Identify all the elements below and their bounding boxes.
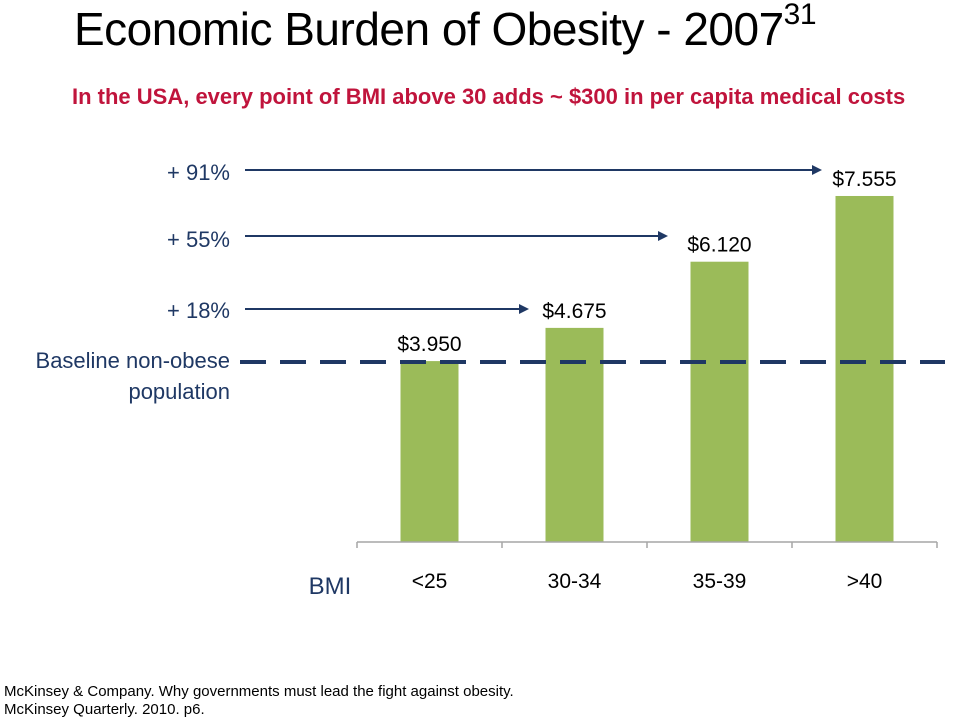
subtitle: In the USA, every point of BMI above 30 … — [72, 84, 906, 109]
footer-citation: McKinsey & Company. Why governments must… — [4, 683, 514, 719]
page-title: Economic Burden of Obesity - 200731 — [74, 0, 817, 56]
bar-4 — [835, 195, 894, 542]
x-tick-label-1: <25 — [412, 570, 448, 593]
label-plus-18: + 18% — [167, 298, 230, 323]
value-label-4: $7.555 — [832, 168, 896, 191]
x-tick-label-4: >40 — [847, 570, 883, 593]
value-label-1: $3.950 — [397, 333, 461, 356]
title-text: Economic Burden of Obesity - 2007 — [74, 3, 784, 55]
label-plus-55: + 55% — [167, 227, 230, 252]
label-plus-91: + 91% — [167, 160, 230, 185]
citation-line-2: McKinsey Quarterly. 2010. p6. — [4, 701, 205, 718]
value-label-3: $6.120 — [687, 234, 751, 257]
x-tick-label-2: 30-34 — [548, 570, 602, 593]
value-label-2: $4.675 — [542, 300, 606, 323]
citation-line-1: McKinsey & Company. Why governments must… — [4, 683, 514, 700]
title-superscript: 31 — [783, 0, 817, 31]
x-tick-label-3: 35-39 — [693, 570, 747, 593]
x-axis-label: BMI — [309, 573, 352, 600]
bar-1 — [400, 361, 459, 542]
bar-3 — [690, 261, 749, 542]
baseline-label: Baseline non-obese population — [35, 348, 230, 404]
